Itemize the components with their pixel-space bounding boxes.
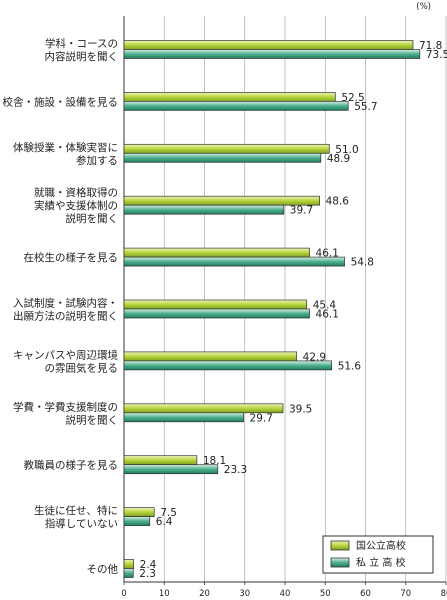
category-label-line: 指導していない: [45, 517, 118, 530]
category-label-line: 説明を聞く: [66, 413, 119, 426]
category-label: 在校生の様子を見る: [24, 251, 119, 264]
value-label-public: 39.5: [289, 403, 312, 415]
category-label-line: 教職員の様子を見る: [24, 459, 119, 472]
unit-label: (%): [416, 2, 431, 12]
value-label-private: 6.4: [156, 516, 173, 528]
value-label-public: 7.5: [160, 507, 177, 519]
value-label-private: 54.8: [351, 257, 374, 269]
value-label-public: 2.4: [140, 559, 157, 571]
value-label-private: 29.7: [250, 412, 273, 424]
value-label-public: 18.1: [203, 455, 226, 467]
category-label-line: の雰囲気を見る: [45, 361, 119, 374]
value-label-public: 52.5: [341, 92, 364, 104]
category-label: キャンパスや周辺環境の雰囲気を見る: [13, 348, 118, 374]
category-label: その他: [87, 563, 119, 576]
bar-private: [123, 49, 421, 59]
value-label-private: 51.6: [338, 360, 362, 372]
x-tick-label: 10: [159, 589, 170, 599]
category-label-line: 学費・学費支援制度の: [13, 400, 118, 413]
category-label-line: 在校生の様子を見る: [24, 251, 119, 264]
value-label-private: 39.7: [290, 205, 313, 217]
x-tick-label: 50: [320, 589, 331, 599]
value-label-public: 71.8: [419, 40, 442, 52]
bar-private: [123, 360, 333, 371]
bars: [123, 40, 421, 578]
legend-label-public: 国公立高校: [356, 539, 406, 552]
bar-private: [123, 152, 322, 163]
category-label-line: 入試制度・試験内容・: [13, 297, 118, 310]
category-label: 校舎・施設・設備を見る: [3, 95, 119, 108]
category-label-line: その他: [87, 563, 119, 576]
bar-private: [123, 256, 345, 267]
x-tick-label: 60: [360, 589, 371, 599]
value-label-public: 51.0: [335, 144, 358, 156]
bar-public: [123, 247, 310, 258]
category-label: 教職員の様子を見る: [24, 459, 119, 472]
x-tick-label: 30: [239, 589, 250, 599]
category-label: 就職・資格取得の実績や支援体制の説明を聞く: [34, 186, 118, 225]
bar-public: [123, 143, 330, 154]
category-label: 生徒に任せ、特に指導していない: [34, 504, 118, 530]
category-label: 入試制度・試験内容・出願方法の説明を聞く: [13, 297, 118, 323]
value-label-private: 55.7: [354, 101, 377, 113]
category-label: 学科・コースの内容説明を聞く: [45, 37, 119, 63]
category-label-line: 説明を聞く: [66, 212, 119, 225]
bar-private: [123, 464, 219, 475]
category-label-line: 学科・コースの: [45, 37, 118, 50]
x-tick-label: 80: [441, 589, 447, 599]
value-label-private: 46.1: [316, 309, 339, 321]
bar-public: [123, 299, 308, 310]
value-label-public: 48.6: [326, 196, 350, 208]
legend-swatch-private: [330, 557, 350, 568]
bar-public: [123, 351, 298, 362]
value-label-private: 23.3: [224, 464, 247, 476]
x-tick-label: 40: [280, 589, 291, 599]
value-label-private: 2.3: [139, 568, 156, 580]
x-tick-label: 20: [199, 589, 210, 599]
bar-public: [123, 507, 155, 517]
bar-private: [123, 516, 151, 526]
legend: 国公立高校 私 立 高 校: [322, 535, 434, 574]
value-label-public: 42.9: [303, 351, 326, 363]
bar-public: [123, 559, 135, 569]
category-label-line: 出願方法の説明を聞く: [13, 310, 118, 323]
bar-public: [123, 92, 336, 102]
category-label-line: 参加する: [76, 154, 118, 167]
bar-private: [123, 568, 134, 578]
category-label: 学費・学費支援制度の説明を聞く: [13, 400, 118, 426]
category-label-line: 体験授業・体験実習に: [13, 141, 118, 154]
category-label-line: 就職・資格取得の: [34, 186, 118, 199]
value-label-public: 45.4: [313, 300, 337, 312]
bar-private: [123, 412, 244, 423]
legend-swatch-public: [330, 540, 350, 551]
bar-private: [123, 101, 349, 111]
category-label-line: 生徒に任せ、特に: [34, 504, 118, 517]
x-tick-label: 0: [121, 589, 126, 599]
category-label-line: キャンパスや周辺環境: [13, 348, 118, 361]
bar-public: [123, 40, 414, 50]
bar-private: [123, 204, 285, 215]
bar-public: [123, 455, 198, 466]
labels: 0 10 20 30 40 50 60 70 80 71.873.5 学科・コースの内容説明を聞く 5…: [3, 37, 447, 599]
value-label-private: 73.5: [426, 49, 447, 61]
category-label-line: 校舎・施設・設備を見る: [3, 95, 119, 108]
category-label-line: 実績や支援体制の: [34, 199, 118, 212]
category-label: 体験授業・体験実習に参加する: [13, 141, 118, 167]
category-label-line: 内容説明を聞く: [45, 50, 119, 63]
legend-label-private: 私 立 高 校: [356, 556, 406, 569]
bar-private: [123, 308, 310, 319]
value-label-private: 48.9: [327, 153, 350, 165]
x-tick-label: 70: [400, 589, 411, 599]
value-label-public: 46.1: [316, 248, 339, 260]
